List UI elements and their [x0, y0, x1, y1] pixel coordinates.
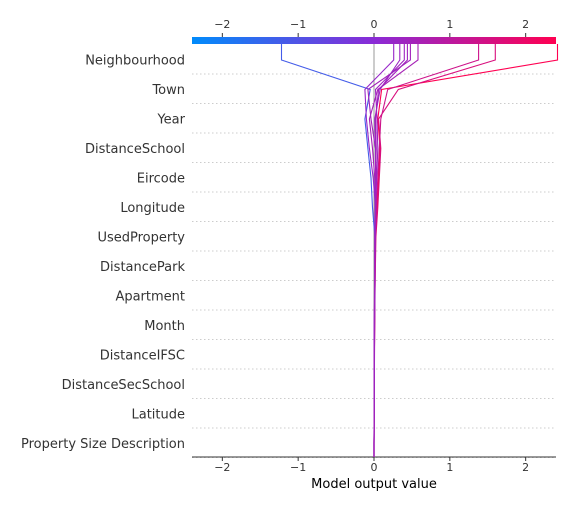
x-tick-label-bottom: 1: [446, 461, 453, 474]
x-tick-label-top: 0: [371, 18, 378, 31]
feature-label: Eircode: [137, 172, 185, 187]
feature-label: Year: [156, 113, 185, 128]
feature-label: Month: [144, 319, 185, 334]
decision-line: [373, 44, 480, 457]
x-tick-label-top: 1: [446, 18, 453, 31]
x-tick-label-bottom: −2: [214, 461, 230, 474]
feature-label: Apartment: [115, 290, 185, 305]
x-tick-label-top: −1: [290, 18, 306, 31]
x-tick-label-top: 2: [522, 18, 529, 31]
decision-line: [373, 44, 408, 457]
axes: −2 −2 −1 −1 0 0 1 1 2 2: [192, 18, 556, 474]
feature-label: Neighbourhood: [85, 54, 185, 69]
feature-label: DistanceIFSC: [100, 349, 185, 364]
feature-label: DistanceSchool: [85, 142, 185, 157]
x-tick-label-bottom: −1: [290, 461, 306, 474]
x-tick-label-bottom: 2: [522, 461, 529, 474]
feature-label: Longitude: [120, 201, 185, 216]
x-tick-label-bottom: 0: [371, 461, 378, 474]
feature-label: DistanceSecSchool: [62, 378, 185, 393]
feature-label: UsedProperty: [97, 231, 185, 246]
x-axis-title: Model output value: [311, 477, 437, 492]
feature-label: Property Size Description: [21, 437, 185, 452]
feature-label: Town: [151, 83, 185, 98]
feature-label: Latitude: [131, 408, 185, 423]
feature-labels: Property Size Description Latitude Distanc…: [21, 54, 186, 453]
x-tick-label-top: −2: [214, 18, 230, 31]
decision-line: [373, 44, 559, 457]
grid-lines: [192, 73, 556, 458]
decision-lines: [280, 44, 559, 457]
feature-label: DistancePark: [100, 260, 185, 275]
colorbar: [192, 37, 556, 44]
